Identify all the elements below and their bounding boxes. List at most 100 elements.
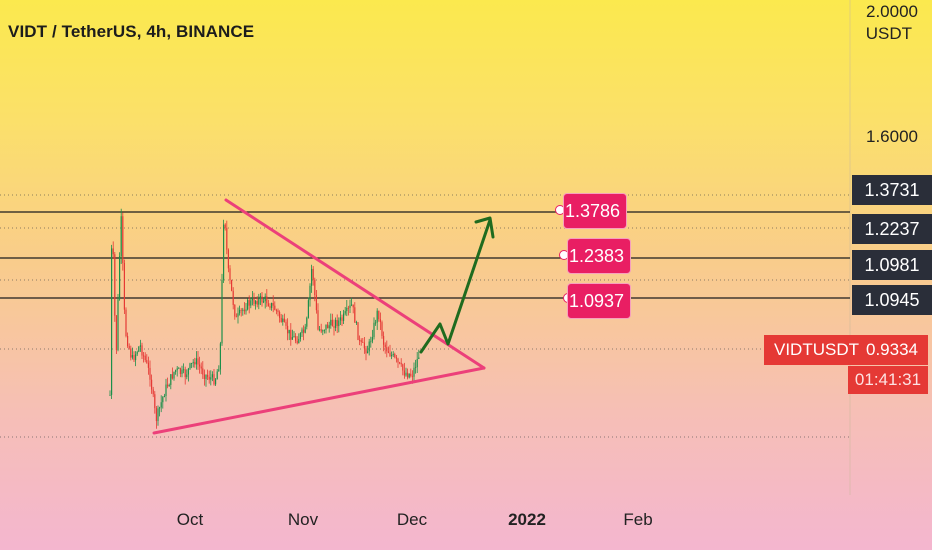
- candle-body: [146, 360, 148, 363]
- candle-body: [195, 358, 197, 365]
- candle-body: [154, 394, 156, 409]
- candle-body: [119, 256, 121, 300]
- candle-body: [415, 367, 417, 368]
- candle-body: [408, 373, 410, 378]
- candle-body: [245, 309, 247, 312]
- triangle-upper-trendline: [224, 198, 486, 370]
- candle-body: [295, 336, 297, 341]
- candle-body: [194, 362, 196, 365]
- candle-body: [296, 340, 298, 344]
- candle-body: [264, 296, 266, 302]
- candle-body: [371, 337, 373, 342]
- candle-body: [365, 348, 367, 354]
- candle-body: [239, 309, 241, 314]
- candle-body: [370, 341, 372, 343]
- candle-body: [323, 329, 325, 331]
- symbol-label: VIDTUSDT: [774, 340, 859, 359]
- candle-body: [283, 318, 285, 322]
- candle-body: [168, 384, 170, 387]
- candle-body: [114, 254, 116, 316]
- candle-body: [135, 354, 137, 361]
- candle-body: [394, 354, 396, 358]
- candle-body: [184, 369, 186, 378]
- candle-body: [319, 329, 321, 331]
- candle-body: [311, 268, 313, 286]
- price-scale-label-1: 1.3731: [852, 175, 932, 205]
- candle-body: [234, 304, 236, 317]
- candle-body: [285, 321, 287, 326]
- candle-body: [216, 371, 218, 380]
- candle-body: [312, 268, 314, 280]
- candle-body: [399, 362, 401, 364]
- candle-body: [355, 322, 357, 323]
- candle-body: [287, 325, 289, 334]
- candle-body: [128, 345, 130, 349]
- candle-body: [315, 294, 317, 311]
- candle-body: [226, 227, 228, 250]
- candle-body: [167, 384, 169, 387]
- candle-body: [259, 296, 261, 299]
- candle-body: [163, 395, 165, 398]
- candle-body: [418, 357, 420, 360]
- candle-body: [115, 315, 117, 350]
- candle-body: [221, 279, 223, 344]
- level-label-1[interactable]: 1.3786: [563, 193, 627, 229]
- candle-body: [120, 216, 122, 257]
- candle-body: [357, 322, 359, 340]
- currency-label: USDT: [865, 24, 912, 43]
- candle-body: [218, 369, 220, 372]
- candle-body: [242, 309, 244, 311]
- candle-body: [381, 322, 383, 336]
- candle-body: [179, 368, 181, 374]
- candle-body: [210, 377, 212, 380]
- candle-body: [347, 307, 349, 309]
- candle-body: [328, 325, 330, 329]
- candle-body: [327, 324, 329, 329]
- candle-body: [267, 303, 269, 307]
- candle-body: [407, 372, 409, 378]
- candle-body: [335, 319, 337, 328]
- candle-body: [159, 407, 161, 409]
- projection-arrow: [419, 218, 492, 354]
- level-label-2[interactable]: 1.2383: [567, 238, 631, 274]
- candle-body: [416, 359, 418, 368]
- candle-body: [207, 374, 209, 377]
- price-scale-label-4: 1.0945: [852, 285, 932, 315]
- candle-body: [111, 248, 113, 395]
- candle-body: [243, 309, 245, 312]
- candle-body: [136, 351, 138, 355]
- candle-body: [160, 402, 162, 408]
- candle-body: [151, 379, 153, 390]
- candle-body: [248, 300, 250, 306]
- candle-body: [213, 374, 215, 385]
- candle-body: [130, 348, 132, 358]
- bar-countdown: 01:41:31: [848, 366, 928, 394]
- triangle-lower-trendline: [152, 366, 486, 435]
- candle-body: [199, 364, 201, 367]
- candle-body: [219, 343, 221, 370]
- candle-body: [117, 299, 119, 350]
- candle-body: [138, 346, 140, 352]
- candle-body: [272, 303, 274, 306]
- candle-body: [266, 296, 268, 304]
- candle-body: [317, 310, 319, 330]
- candle-body: [346, 307, 348, 312]
- candle-body: [274, 305, 276, 310]
- candle-body: [341, 317, 343, 321]
- candle-body: [309, 285, 311, 301]
- candle-body: [155, 408, 157, 422]
- y-tick-label: 1.6000: [866, 127, 918, 146]
- level-label-3[interactable]: 1.0937: [567, 283, 631, 319]
- candle-body: [395, 357, 397, 359]
- candle-body: [343, 313, 345, 321]
- candle-body: [223, 224, 225, 280]
- candle-body: [376, 310, 378, 323]
- candle-body: [320, 329, 322, 332]
- candle-body: [307, 300, 309, 318]
- candle-body: [330, 319, 332, 326]
- candle-body: [133, 355, 135, 361]
- candle-body: [290, 329, 292, 340]
- candle-body: [139, 345, 141, 347]
